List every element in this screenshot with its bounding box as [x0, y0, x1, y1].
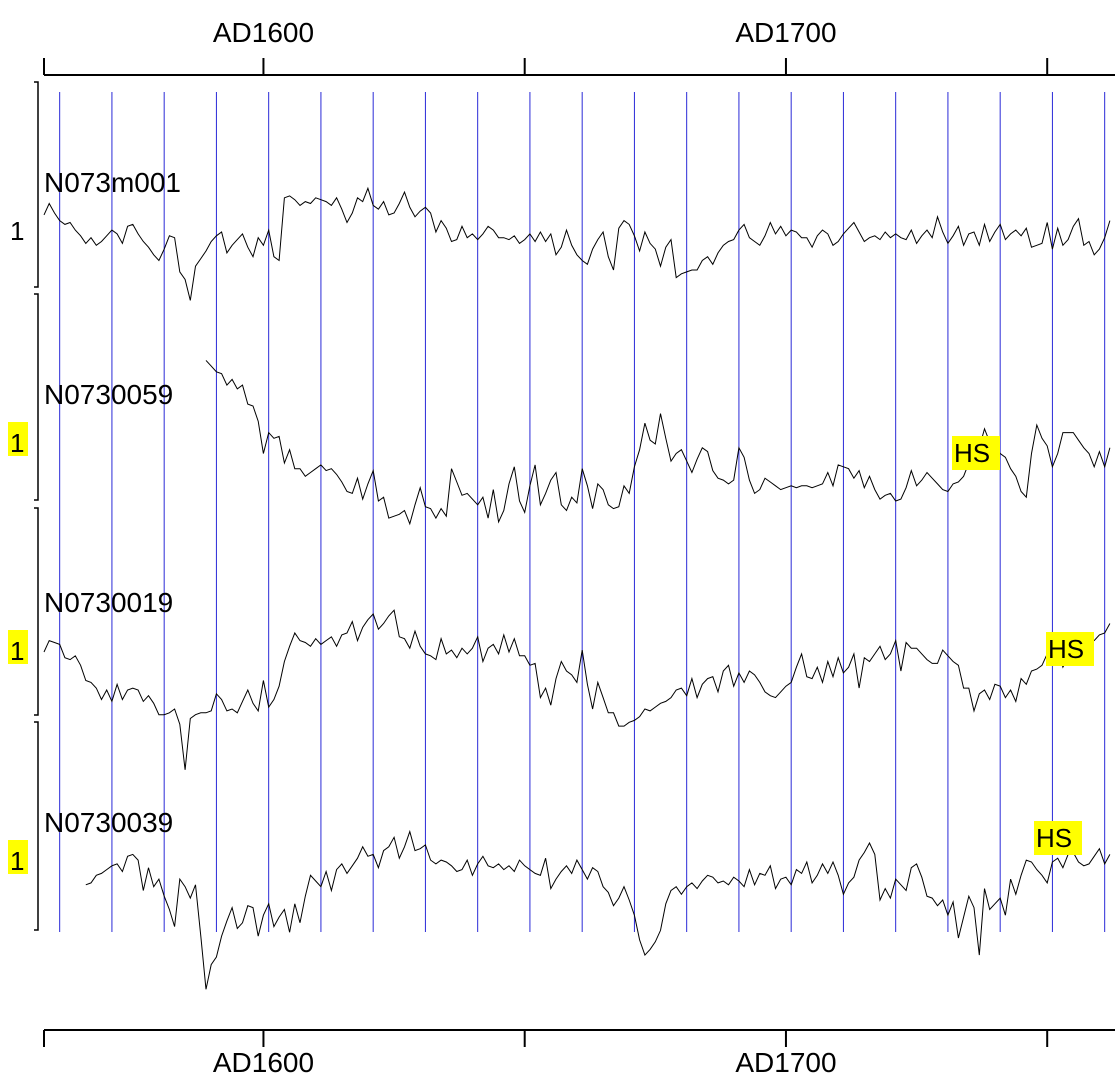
series-line — [205, 360, 1111, 526]
scale-highlight — [8, 840, 28, 874]
series-panel: 1 N0730059 HS — [8, 293, 1111, 526]
series-name-label: N0730019 — [44, 587, 173, 618]
scale-bracket — [34, 81, 39, 288]
top-axis-ticks: AD1600 AD1700 — [43, 17, 1049, 75]
series-panel: 1 N073m001 — [10, 81, 1111, 301]
scale-label: 1 — [10, 216, 24, 246]
x-tick-label: AD1600 — [213, 17, 314, 48]
series-panel: 1 N0730039 HS — [8, 721, 1111, 990]
series-panels: 1 N073m001 1 N0730059 HS 1 N0730019 HS 1 N0730039… — [8, 81, 1111, 990]
scale-bracket — [34, 293, 39, 501]
flag-highlight — [1046, 632, 1094, 666]
flag-highlight — [952, 436, 1000, 470]
flag-label: HS — [1036, 823, 1072, 853]
series-line — [85, 829, 1111, 990]
series-name-label: N0730059 — [44, 379, 173, 410]
scale-bracket — [34, 507, 39, 716]
series-panel: 1 N0730019 HS — [8, 507, 1111, 770]
flag-label: HS — [954, 438, 990, 468]
scale-label: 1 — [10, 428, 24, 458]
scale-label: 1 — [10, 846, 24, 876]
series-name-label: N073m001 — [44, 167, 181, 198]
scale-highlight — [8, 630, 28, 664]
bottom-axis-ticks: AD1600 AD1700 — [43, 1030, 1049, 1075]
scale-bracket — [34, 721, 39, 931]
bottom-axis: AD1600 AD1700 — [43, 1029, 1115, 1075]
top-axis: AD1600 AD1700 — [43, 17, 1115, 76]
series-line — [43, 609, 1111, 770]
x-tick-label: AD1600 — [213, 1047, 314, 1075]
decade-gridlines — [59, 92, 1106, 932]
series-line — [43, 186, 1111, 301]
x-tick-label: AD1700 — [735, 1047, 836, 1075]
scale-label: 1 — [10, 636, 24, 666]
series-name-label: N0730039 — [44, 807, 173, 838]
scale-highlight — [8, 422, 28, 456]
flag-label: HS — [1048, 634, 1084, 664]
flag-highlight — [1034, 821, 1082, 855]
x-tick-label: AD1700 — [735, 17, 836, 48]
